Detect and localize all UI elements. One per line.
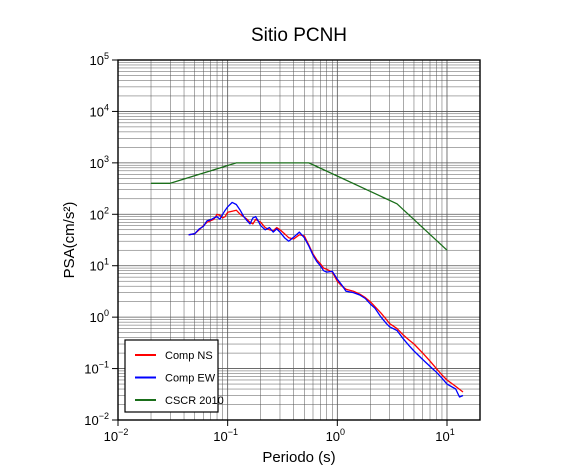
legend-label: CSCR 2010	[165, 395, 224, 407]
y-tick-label: 101	[90, 257, 109, 274]
x-axis-label: Periodo (s)	[262, 449, 335, 466]
y-tick-label: 10−2	[84, 411, 109, 428]
legend: Comp NS Comp EW CSCR 2010	[124, 339, 224, 413]
series-layer	[151, 162, 464, 398]
y-axis-tick-labels: 10−2 10−1 100 101 102 103 104 105	[84, 51, 118, 428]
y-axis-label: PSA(cm/s²)	[61, 202, 78, 279]
legend-label: Comp NS	[165, 350, 213, 362]
y-tick-label: 103	[90, 154, 109, 171]
y-tick-label: 105	[90, 51, 109, 68]
x-tick-label: 100	[326, 427, 345, 444]
x-tick-label: 10−1	[213, 427, 238, 444]
x-axis-tick-labels: 10−2 10−1 100 101	[104, 420, 455, 444]
plot-frame	[117, 59, 481, 421]
series-line-cscr-2010	[151, 162, 448, 251]
series-line-comp-ns	[188, 209, 464, 393]
y-tick-label: 104	[90, 102, 109, 119]
chart-title: Sitio PCNH	[251, 25, 347, 46]
legend-label: Comp EW	[165, 373, 216, 385]
x-tick-label: 101	[435, 427, 454, 444]
series-line-comp-ew	[188, 201, 464, 398]
legend-entries: Comp NS Comp EW CSCR 2010	[135, 350, 224, 407]
y-tick-label: 10−1	[84, 360, 109, 377]
x-tick-label: 10−2	[104, 427, 129, 444]
y-tick-label: 102	[90, 205, 109, 222]
y-tick-label: 100	[90, 308, 109, 325]
